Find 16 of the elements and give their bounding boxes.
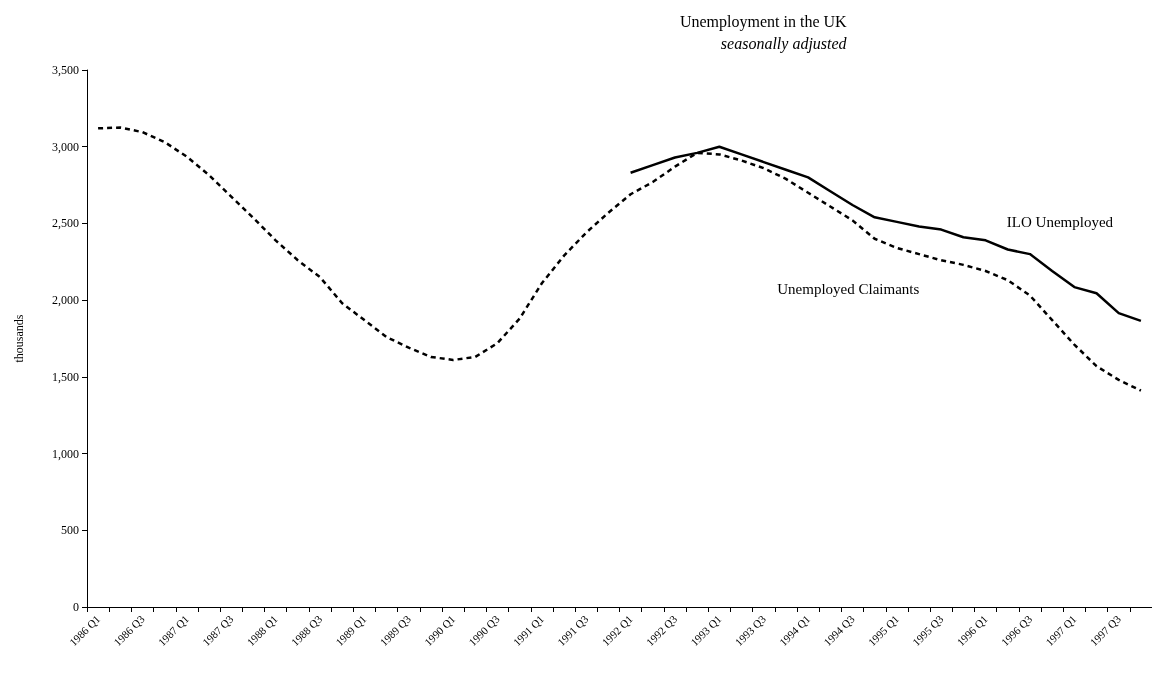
series-label: Unemployed Claimants xyxy=(777,280,920,297)
y-tick-label: 0 xyxy=(73,600,79,614)
chart-title: Unemployment in the UK xyxy=(679,12,848,31)
x-tick-label: 1991 Q3 xyxy=(555,612,591,649)
y-axis-title: thousands xyxy=(12,314,26,363)
y-tick-label: 3,000 xyxy=(52,139,79,154)
line-series xyxy=(96,126,1143,392)
y-tick-label: 1,000 xyxy=(52,446,79,461)
y-tick-label: 500 xyxy=(61,523,79,538)
y-tick-label: 3,500 xyxy=(52,63,79,77)
series-label: ILO Unemployed xyxy=(1006,214,1114,231)
y-tick-label: 2,500 xyxy=(52,216,79,231)
x-tick-label: 1991 Q1 xyxy=(510,612,547,649)
y-tick-label: 2,000 xyxy=(52,293,79,308)
y-tick-label: 1,500 xyxy=(52,369,79,384)
chart-subtitle: seasonally adjusted xyxy=(720,34,848,53)
